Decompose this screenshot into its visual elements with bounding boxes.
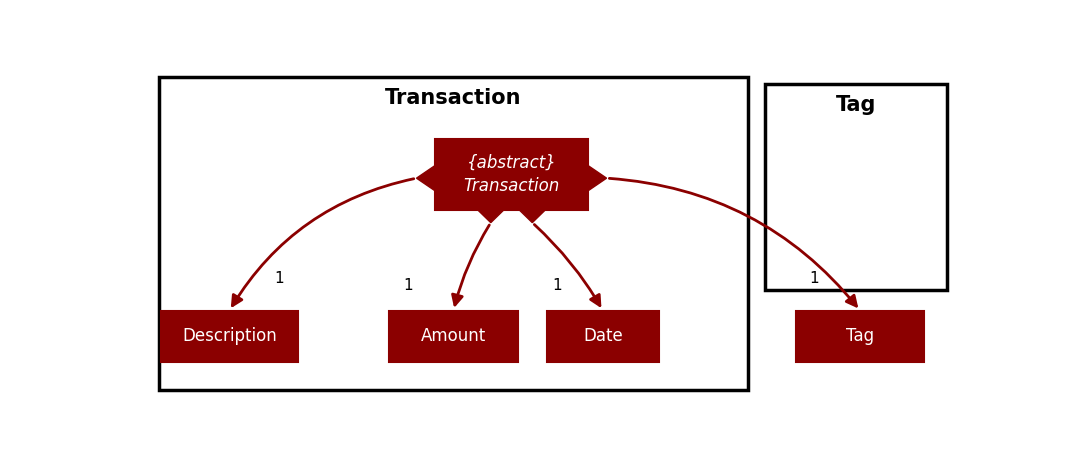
Text: Transaction: Transaction [386,88,522,108]
Text: 1: 1 [403,278,412,293]
Text: {abstract}
Transaction: {abstract} Transaction [464,154,560,195]
Polygon shape [519,198,545,223]
Bar [389,310,517,362]
Bar [796,310,924,362]
Polygon shape [417,166,453,191]
Bar [547,310,659,362]
Polygon shape [570,166,606,191]
Bar [161,310,298,362]
Polygon shape [478,198,503,223]
Bar [435,139,588,210]
Text: Amount: Amount [421,328,486,346]
Bar [765,84,948,290]
Text: Tag: Tag [846,328,874,346]
Text: Description: Description [182,328,276,346]
Text: Date: Date [583,328,622,346]
Text: 1: 1 [274,271,284,286]
Text: Tag: Tag [835,95,876,115]
Text: 1: 1 [553,278,562,293]
Bar [159,77,748,390]
Text: 1: 1 [810,271,819,286]
